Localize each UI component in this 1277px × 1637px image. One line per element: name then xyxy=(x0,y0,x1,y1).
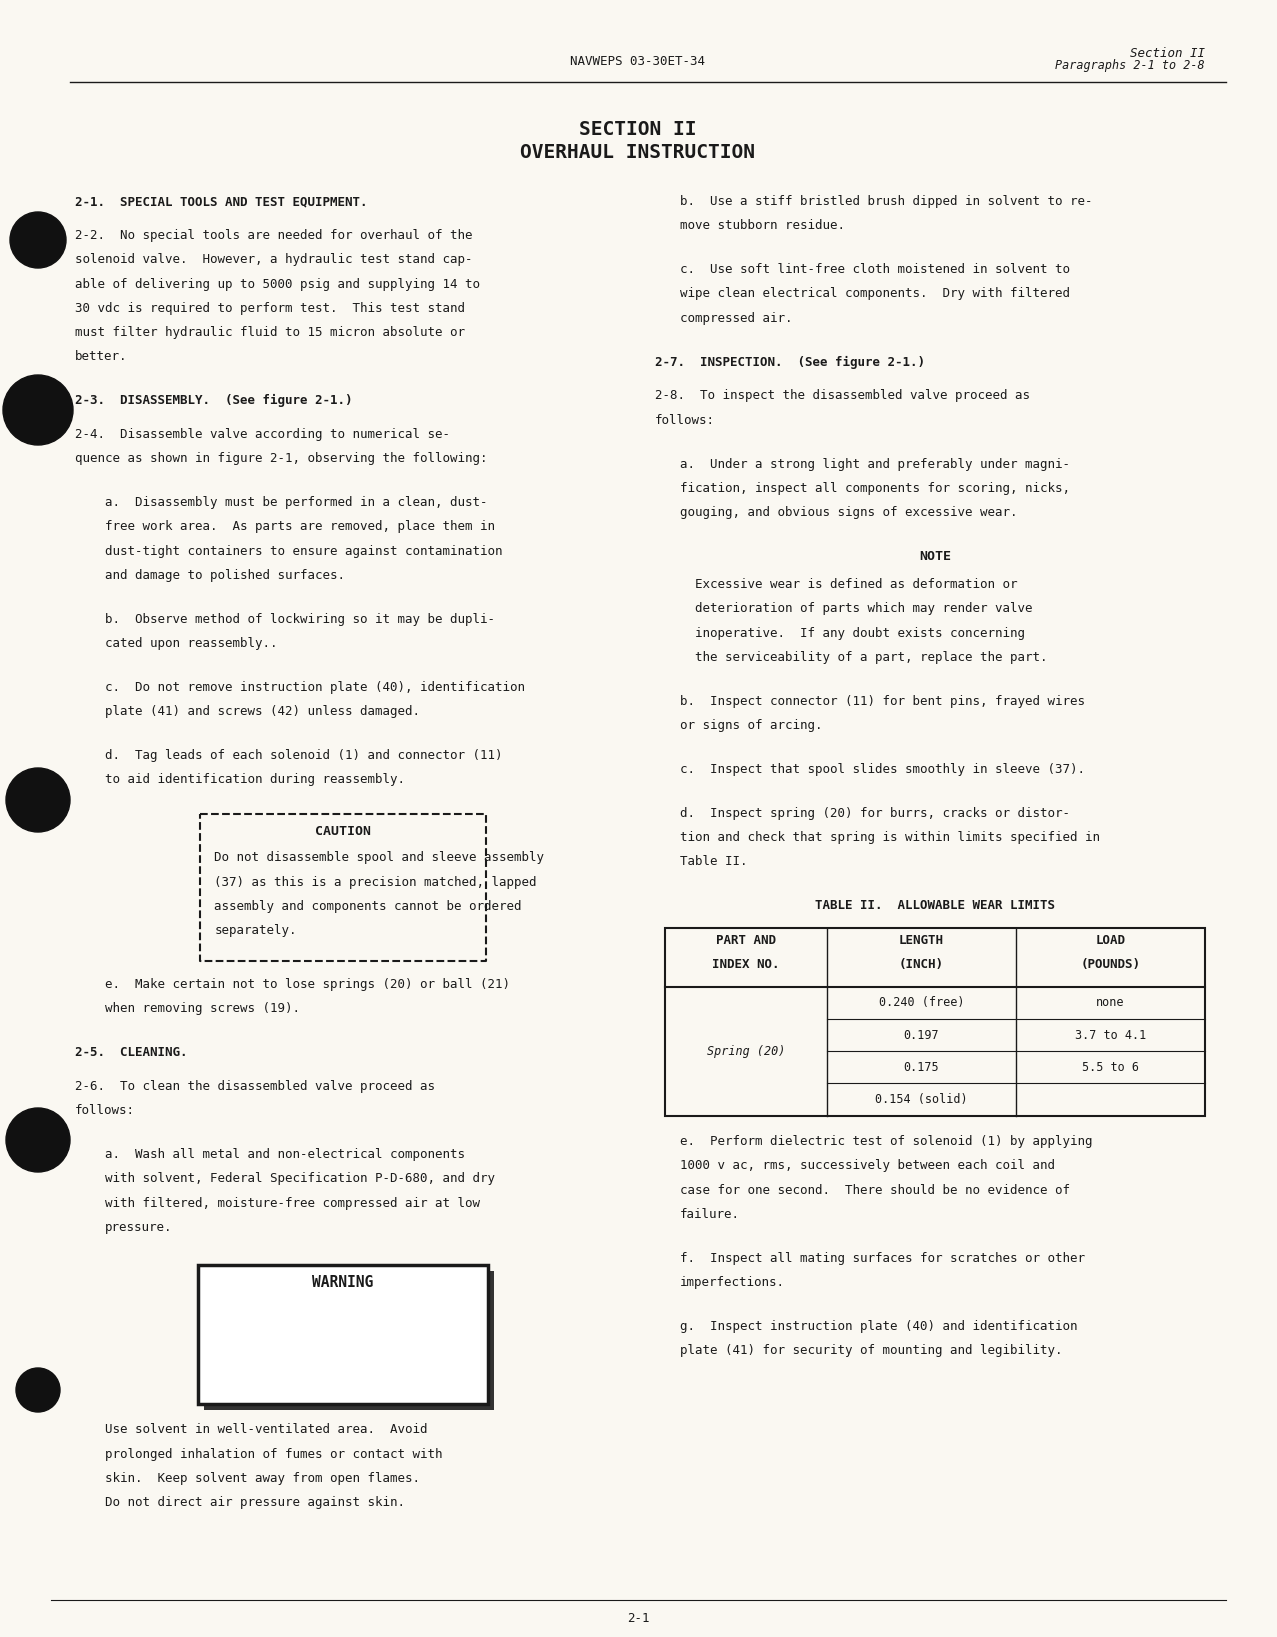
Text: f.  Inspect all mating surfaces for scratches or other: f. Inspect all mating surfaces for scrat… xyxy=(679,1252,1085,1265)
Text: Excessive wear is defined as deformation or: Excessive wear is defined as deformation… xyxy=(695,578,1018,591)
Text: INDEX NO.: INDEX NO. xyxy=(713,958,780,971)
Text: d.  Inspect spring (20) for burrs, cracks or distor-: d. Inspect spring (20) for burrs, cracks… xyxy=(679,807,1070,820)
Text: 5.5 to 6: 5.5 to 6 xyxy=(1082,1061,1139,1074)
Text: e.  Make certain not to lose springs (20) or ball (21): e. Make certain not to lose springs (20)… xyxy=(105,977,510,990)
Text: pressure.: pressure. xyxy=(105,1221,172,1234)
Text: when removing screws (19).: when removing screws (19). xyxy=(105,1002,300,1015)
Text: 2-1: 2-1 xyxy=(627,1612,649,1626)
Text: plate (41) for security of mounting and legibility.: plate (41) for security of mounting and … xyxy=(679,1344,1062,1357)
Text: imperfections.: imperfections. xyxy=(679,1275,785,1288)
Text: 3.7 to 4.1: 3.7 to 4.1 xyxy=(1075,1028,1147,1041)
Text: or signs of arcing.: or signs of arcing. xyxy=(679,719,822,732)
Text: assembly and components cannot be ordered: assembly and components cannot be ordere… xyxy=(215,900,522,913)
Text: (POUNDS): (POUNDS) xyxy=(1080,958,1140,971)
Circle shape xyxy=(6,768,70,832)
Text: OVERHAUL INSTRUCTION: OVERHAUL INSTRUCTION xyxy=(521,142,756,162)
Text: Spring (20): Spring (20) xyxy=(706,1044,785,1058)
Text: 30 vdc is required to perform test.  This test stand: 30 vdc is required to perform test. This… xyxy=(75,301,465,314)
Text: Table II.: Table II. xyxy=(679,855,747,868)
Circle shape xyxy=(6,1108,70,1172)
Circle shape xyxy=(3,375,73,445)
Text: separately.: separately. xyxy=(215,923,298,936)
Text: 0.240 (free): 0.240 (free) xyxy=(879,997,964,1010)
Text: compressed air.: compressed air. xyxy=(679,311,793,324)
Text: c.  Use soft lint-free cloth moistened in solvent to: c. Use soft lint-free cloth moistened in… xyxy=(679,264,1070,277)
Text: wipe clean electrical components.  Dry with filtered: wipe clean electrical components. Dry wi… xyxy=(679,288,1070,300)
Text: 0.154 (solid): 0.154 (solid) xyxy=(875,1094,968,1107)
Text: NOTE: NOTE xyxy=(919,550,951,563)
Text: WARNING: WARNING xyxy=(312,1275,373,1290)
Text: 2-7.  INSPECTION.  (See figure 2-1.): 2-7. INSPECTION. (See figure 2-1.) xyxy=(655,355,925,368)
Text: LOAD: LOAD xyxy=(1096,935,1125,948)
Text: follows:: follows: xyxy=(655,414,715,427)
Bar xyxy=(665,928,1205,1115)
Text: Paragraphs 2-1 to 2-8: Paragraphs 2-1 to 2-8 xyxy=(1055,59,1205,72)
Text: c.  Inspect that spool slides smoothly in sleeve (37).: c. Inspect that spool slides smoothly in… xyxy=(679,763,1085,776)
Text: 0.175: 0.175 xyxy=(904,1061,940,1074)
Text: better.: better. xyxy=(75,350,128,363)
Text: gouging, and obvious signs of excessive wear.: gouging, and obvious signs of excessive … xyxy=(679,506,1018,519)
Text: quence as shown in figure 2-1, observing the following:: quence as shown in figure 2-1, observing… xyxy=(75,452,488,465)
Text: (37) as this is a precision matched, lapped: (37) as this is a precision matched, lap… xyxy=(215,876,538,889)
Text: 1000 v ac, rms, successively between each coil and: 1000 v ac, rms, successively between eac… xyxy=(679,1159,1055,1172)
Text: PART AND: PART AND xyxy=(716,935,776,948)
Text: g.  Inspect instruction plate (40) and identification: g. Inspect instruction plate (40) and id… xyxy=(679,1319,1078,1333)
Text: deterioration of parts which may render valve: deterioration of parts which may render … xyxy=(695,602,1033,616)
Text: TABLE II.  ALLOWABLE WEAR LIMITS: TABLE II. ALLOWABLE WEAR LIMITS xyxy=(815,899,1055,912)
Text: b.  Observe method of lockwiring so it may be dupli-: b. Observe method of lockwiring so it ma… xyxy=(105,612,495,625)
Text: and damage to polished surfaces.: and damage to polished surfaces. xyxy=(105,570,345,581)
Bar xyxy=(203,1270,493,1409)
Text: none: none xyxy=(1096,997,1125,1010)
Text: Do not direct air pressure against skin.: Do not direct air pressure against skin. xyxy=(105,1496,405,1509)
Text: the serviceability of a part, replace the part.: the serviceability of a part, replace th… xyxy=(695,652,1047,665)
Text: (INCH): (INCH) xyxy=(899,958,944,971)
Text: able of delivering up to 5000 psig and supplying 14 to: able of delivering up to 5000 psig and s… xyxy=(75,278,480,290)
Text: follows:: follows: xyxy=(75,1105,135,1116)
Text: LENGTH: LENGTH xyxy=(899,935,944,948)
Text: free work area.  As parts are removed, place them in: free work area. As parts are removed, pl… xyxy=(105,521,495,534)
Circle shape xyxy=(10,213,66,268)
Text: Do not disassemble spool and sleeve assembly: Do not disassemble spool and sleeve asse… xyxy=(215,851,544,864)
Text: with filtered, moisture-free compressed air at low: with filtered, moisture-free compressed … xyxy=(105,1197,480,1210)
Text: 2-3.  DISASSEMBLY.  (See figure 2-1.): 2-3. DISASSEMBLY. (See figure 2-1.) xyxy=(75,395,352,408)
Text: Section II: Section II xyxy=(1130,47,1205,61)
Text: tion and check that spring is within limits specified in: tion and check that spring is within lim… xyxy=(679,832,1099,845)
Text: failure.: failure. xyxy=(679,1208,739,1221)
Text: 2-2.  No special tools are needed for overhaul of the: 2-2. No special tools are needed for ove… xyxy=(75,229,472,242)
Text: SECTION II: SECTION II xyxy=(580,120,697,139)
Text: cated upon reassembly..: cated upon reassembly.. xyxy=(105,637,277,650)
Text: 2-4.  Disassemble valve according to numerical se-: 2-4. Disassemble valve according to nume… xyxy=(75,429,450,440)
Text: e.  Perform dielectric test of solenoid (1) by applying: e. Perform dielectric test of solenoid (… xyxy=(679,1134,1093,1148)
Text: must filter hydraulic fluid to 15 micron absolute or: must filter hydraulic fluid to 15 micron… xyxy=(75,326,465,339)
Text: fication, inspect all components for scoring, nicks,: fication, inspect all components for sco… xyxy=(679,481,1070,494)
Text: CAUTION: CAUTION xyxy=(314,825,370,838)
Text: 0.197: 0.197 xyxy=(904,1028,940,1041)
Text: 2-1.  SPECIAL TOOLS AND TEST EQUIPMENT.: 2-1. SPECIAL TOOLS AND TEST EQUIPMENT. xyxy=(75,195,368,208)
Text: c.  Do not remove instruction plate (40), identification: c. Do not remove instruction plate (40),… xyxy=(105,681,525,694)
Text: inoperative.  If any doubt exists concerning: inoperative. If any doubt exists concern… xyxy=(695,627,1025,640)
Text: move stubborn residue.: move stubborn residue. xyxy=(679,219,845,232)
Text: to aid identification during reassembly.: to aid identification during reassembly. xyxy=(105,773,405,786)
Text: 2-6.  To clean the disassembled valve proceed as: 2-6. To clean the disassembled valve pro… xyxy=(75,1080,435,1094)
Text: solenoid valve.  However, a hydraulic test stand cap-: solenoid valve. However, a hydraulic tes… xyxy=(75,254,472,267)
Text: a.  Under a strong light and preferably under magni-: a. Under a strong light and preferably u… xyxy=(679,458,1070,470)
Text: d.  Tag leads of each solenoid (1) and connector (11): d. Tag leads of each solenoid (1) and co… xyxy=(105,750,503,761)
Text: plate (41) and screws (42) unless damaged.: plate (41) and screws (42) unless damage… xyxy=(105,706,420,719)
Bar xyxy=(198,1265,488,1403)
Text: b.  Inspect connector (11) for bent pins, frayed wires: b. Inspect connector (11) for bent pins,… xyxy=(679,694,1085,707)
Text: a.  Disassembly must be performed in a clean, dust-: a. Disassembly must be performed in a cl… xyxy=(105,496,488,509)
Text: a.  Wash all metal and non-electrical components: a. Wash all metal and non-electrical com… xyxy=(105,1148,465,1161)
Text: NAVWEPS 03-30ET-34: NAVWEPS 03-30ET-34 xyxy=(571,56,705,69)
Text: 2-8.  To inspect the disassembled valve proceed as: 2-8. To inspect the disassembled valve p… xyxy=(655,390,1031,403)
Text: b.  Use a stiff bristled brush dipped in solvent to re-: b. Use a stiff bristled brush dipped in … xyxy=(679,195,1093,208)
Text: with solvent, Federal Specification P-D-680, and dry: with solvent, Federal Specification P-D-… xyxy=(105,1172,495,1185)
Text: skin.  Keep solvent away from open flames.: skin. Keep solvent away from open flames… xyxy=(105,1472,420,1485)
Text: case for one second.  There should be no evidence of: case for one second. There should be no … xyxy=(679,1184,1070,1197)
Text: Use solvent in well-ventilated area.  Avoid: Use solvent in well-ventilated area. Avo… xyxy=(105,1423,428,1436)
Circle shape xyxy=(17,1369,60,1413)
Text: dust-tight containers to ensure against contamination: dust-tight containers to ensure against … xyxy=(105,545,503,558)
Text: 2-5.  CLEANING.: 2-5. CLEANING. xyxy=(75,1046,188,1059)
Text: prolonged inhalation of fumes or contact with: prolonged inhalation of fumes or contact… xyxy=(105,1447,443,1460)
